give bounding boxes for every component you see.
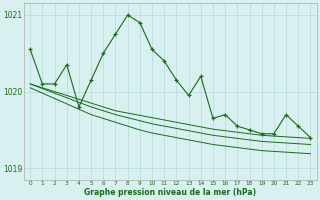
X-axis label: Graphe pression niveau de la mer (hPa): Graphe pression niveau de la mer (hPa) [84, 188, 256, 197]
